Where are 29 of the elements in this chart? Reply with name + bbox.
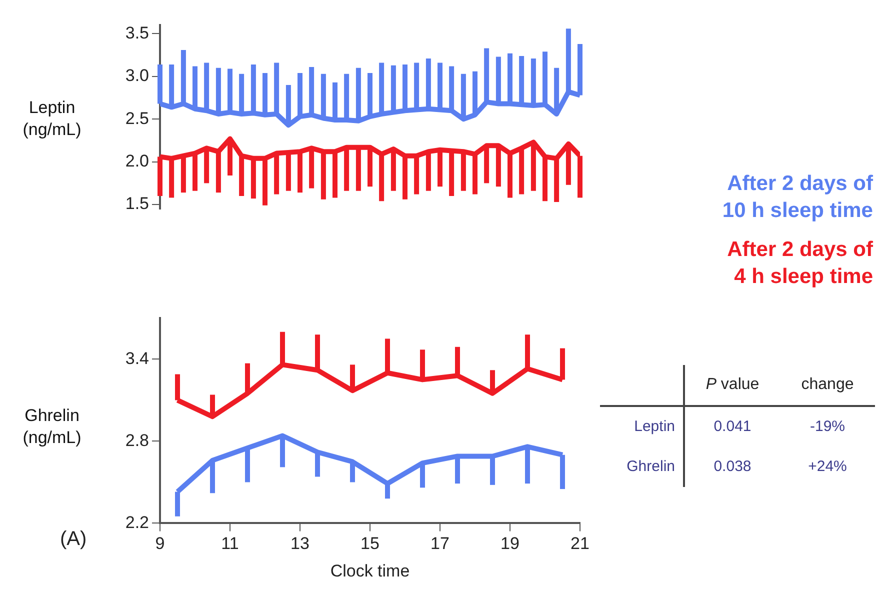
y-tick-label: 2.8 xyxy=(125,430,149,450)
text: Leptin xyxy=(600,407,685,447)
y-tick-label: 2.2 xyxy=(125,512,149,532)
text: change xyxy=(780,365,875,407)
text: +24% xyxy=(807,457,848,477)
x-tick-label: 21 xyxy=(570,534,590,554)
y-tick-label: 3.0 xyxy=(125,66,149,86)
y-axis-title: Ghrelin (ng/mL) xyxy=(22,405,82,449)
text: -19% xyxy=(808,417,846,437)
x-tick-label: 19 xyxy=(500,534,520,554)
y-tick-label: 3.4 xyxy=(125,348,149,368)
y-axis-title: Leptin (ng/mL) xyxy=(22,97,82,141)
y-tick-label: 2.5 xyxy=(125,108,149,128)
y-tick-label: 3.5 xyxy=(125,23,149,42)
text: After 2 days of 10 h sleep time xyxy=(722,171,873,224)
text: (A) xyxy=(60,528,87,551)
y-tick-label: 1.5 xyxy=(125,194,149,214)
text: After 2 days of 4 h sleep time xyxy=(726,237,873,290)
text: Ghrelin xyxy=(600,447,685,487)
x-tick-label: 11 xyxy=(221,534,239,554)
text: P value xyxy=(685,365,780,407)
text: 0.038 xyxy=(712,457,752,477)
x-tick-label: 15 xyxy=(360,534,380,554)
x-tick-label: 17 xyxy=(430,534,450,554)
text: 0.041 xyxy=(712,417,752,437)
y-tick-label: 2.0 xyxy=(125,152,149,171)
x-axis-title: Clock time xyxy=(330,561,410,580)
x-tick-label: 9 xyxy=(155,534,165,554)
x-tick-label: 13 xyxy=(290,534,310,554)
